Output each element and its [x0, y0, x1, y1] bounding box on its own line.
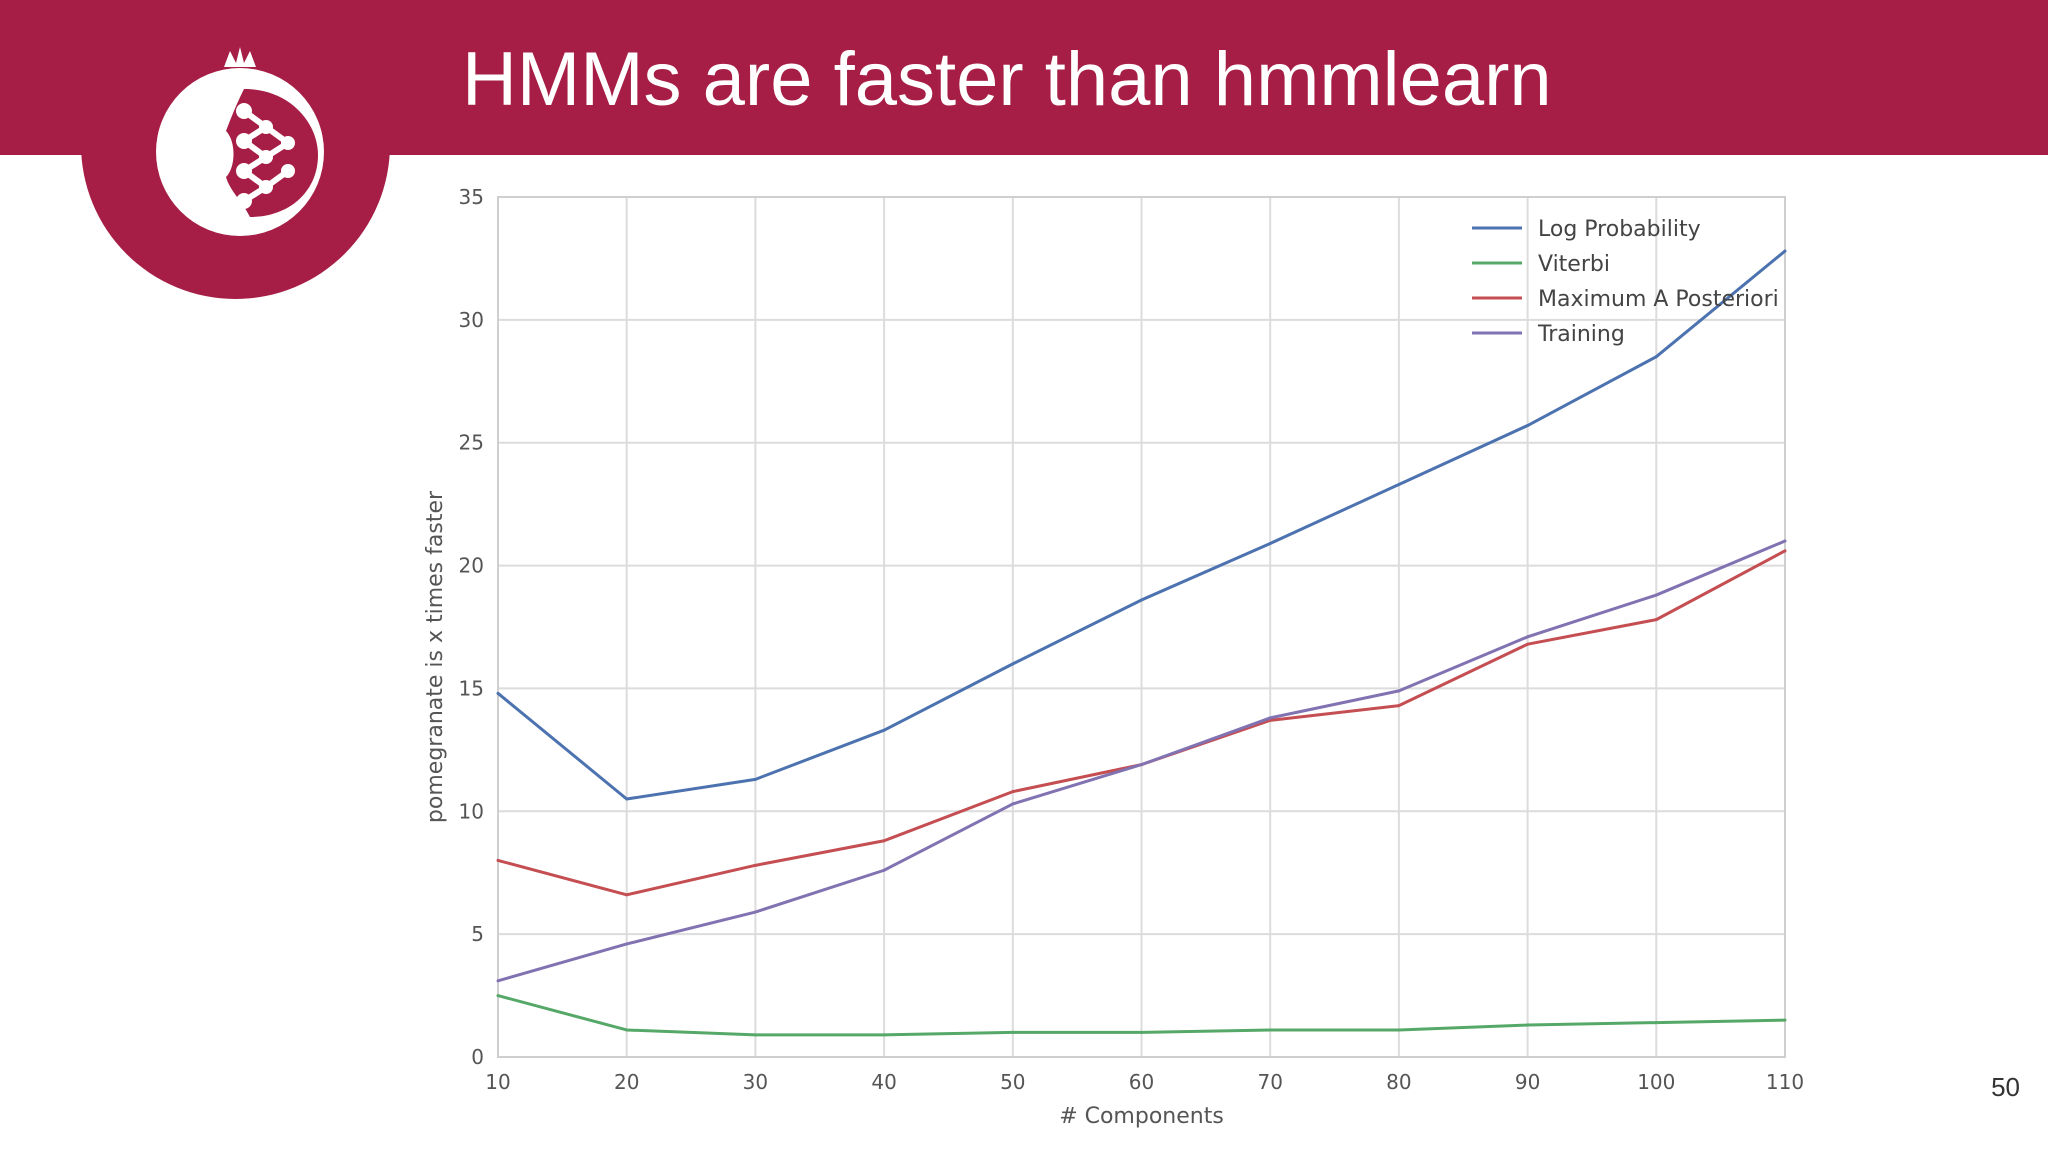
data-point	[625, 942, 629, 946]
y-tick-label: 0	[471, 1045, 484, 1069]
data-point	[1268, 1028, 1272, 1032]
pomegranate-logo-icon	[156, 47, 324, 236]
y-axis-label: pomegranate is x times faster	[423, 490, 448, 823]
data-point	[1140, 763, 1143, 767]
x-tick-label: 40	[871, 1070, 896, 1094]
data-point	[1140, 1030, 1143, 1034]
data-point	[1397, 482, 1401, 486]
y-tick-label: 5	[471, 922, 484, 946]
data-point	[1783, 1018, 1787, 1022]
data-point	[1011, 1030, 1015, 1034]
legend-label: Training	[1537, 322, 1625, 347]
data-point	[882, 728, 886, 732]
tick-layer: 10 20 30 40 50 60 70 80 90 100 110 0 5 10 15 20 25 30 35	[459, 185, 1805, 1094]
data-point	[496, 994, 500, 998]
data-point	[1397, 1028, 1401, 1032]
x-tick-label: 60	[1129, 1070, 1154, 1094]
x-tick-label: 30	[743, 1070, 768, 1094]
legend: Log Probability Viterbi Maximum A Posterio…	[1472, 217, 1779, 347]
data-point	[1783, 549, 1787, 553]
data-point	[496, 858, 500, 862]
data-point	[1011, 662, 1015, 666]
data-point	[1526, 424, 1530, 428]
y-tick-label: 15	[459, 676, 484, 700]
x-axis-label: # Components	[1059, 1104, 1224, 1129]
x-tick-label: 100	[1637, 1070, 1675, 1094]
data-point	[1011, 802, 1015, 806]
data-point	[753, 1033, 757, 1037]
x-tick-label: 20	[614, 1070, 639, 1094]
x-tick-label: 10	[485, 1070, 510, 1094]
data-point	[753, 777, 757, 781]
y-tick-label: 10	[459, 799, 484, 823]
y-tick-label: 30	[459, 308, 484, 332]
data-point	[1783, 249, 1787, 253]
data-point	[1397, 704, 1401, 708]
data-point	[1268, 716, 1272, 720]
data-point	[1268, 541, 1272, 545]
page-number: 50	[1991, 1072, 2020, 1102]
legend-label: Maximum A Posteriori	[1538, 287, 1779, 312]
data-point	[1783, 539, 1787, 543]
y-tick-label: 25	[459, 431, 484, 455]
data-point	[1526, 642, 1530, 646]
series-layer	[496, 249, 1787, 1037]
slide-title: HMMs are faster than hmmlearn	[462, 37, 1552, 122]
data-point	[496, 979, 500, 983]
data-point	[1654, 593, 1658, 597]
data-point	[753, 910, 757, 914]
data-point	[882, 1033, 886, 1037]
x-tick-label: 70	[1257, 1070, 1282, 1094]
data-point	[1654, 618, 1658, 622]
x-tick-label: 90	[1515, 1070, 1540, 1094]
data-point	[882, 868, 886, 872]
data-point	[1654, 355, 1658, 359]
data-point	[882, 839, 886, 843]
data-point	[1526, 635, 1530, 639]
x-tick-label: 50	[1000, 1070, 1025, 1094]
data-point	[625, 1028, 629, 1032]
data-point	[1654, 1021, 1658, 1025]
data-point	[1397, 689, 1401, 693]
data-point	[1526, 1023, 1530, 1027]
y-tick-label: 20	[459, 554, 484, 578]
data-point	[496, 691, 500, 695]
data-point	[1011, 790, 1015, 794]
data-point	[625, 893, 629, 897]
data-point	[625, 797, 629, 801]
x-tick-label: 80	[1386, 1070, 1411, 1094]
y-tick-label: 35	[459, 185, 484, 209]
data-point	[753, 863, 757, 867]
legend-label: Viterbi	[1538, 252, 1610, 277]
plot-frame	[497, 196, 1786, 1058]
x-tick-label: 110	[1766, 1070, 1804, 1094]
legend-label: Log Probability	[1538, 217, 1701, 242]
data-point	[1140, 598, 1143, 602]
